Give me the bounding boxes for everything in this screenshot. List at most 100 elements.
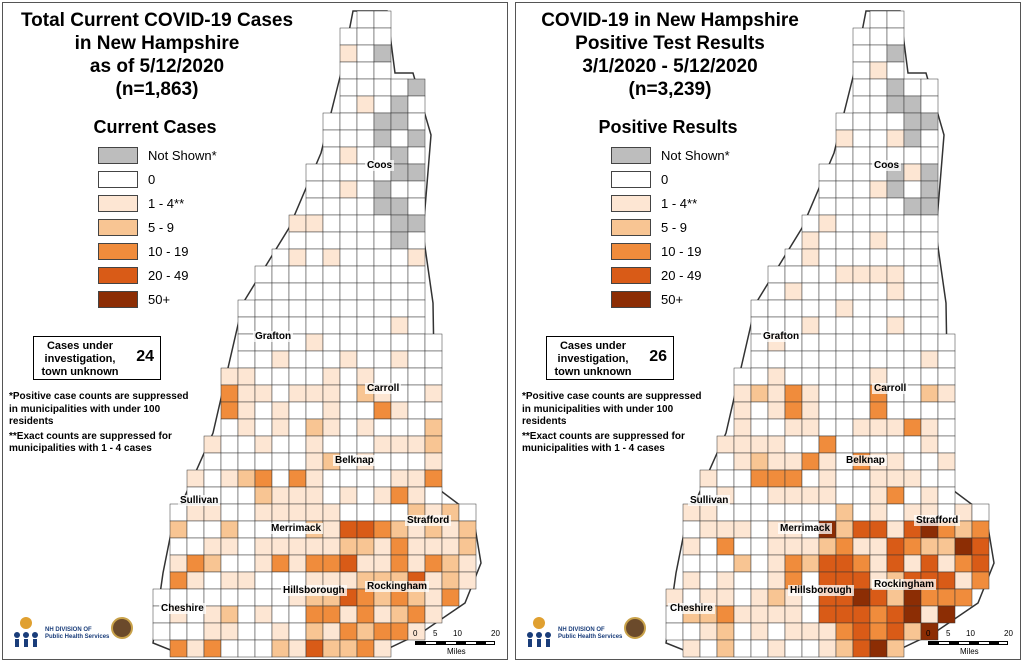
town-cell (886, 588, 905, 607)
town-cell (373, 231, 392, 250)
town-cell (186, 554, 205, 573)
town-cell (869, 95, 888, 114)
county-label: Carroll (365, 383, 402, 394)
town-cell (835, 486, 854, 505)
town-cell (716, 469, 735, 488)
town-cell (322, 231, 341, 250)
logo-line-1: NH DIVISION OF (558, 627, 605, 633)
logo-line-2: Public Health Services (45, 634, 110, 640)
town-cell (254, 401, 273, 420)
town-cell (886, 282, 905, 301)
county-label: Grafton (253, 331, 294, 342)
town-cell (954, 537, 973, 556)
town-cell (886, 10, 905, 29)
town-cell (305, 282, 324, 301)
town-cell (767, 537, 786, 556)
town-cell (288, 282, 307, 301)
town-cell (271, 622, 290, 641)
town-cell (937, 367, 956, 386)
town-cell (767, 469, 786, 488)
town-cell (733, 435, 752, 454)
town-cell (356, 333, 375, 352)
town-cell (339, 350, 358, 369)
town-cell (801, 350, 820, 369)
town-cell (237, 639, 256, 658)
town-cell (886, 418, 905, 437)
legend-item: 50+ (98, 287, 217, 311)
town-cell (305, 299, 324, 318)
town-cell (801, 435, 820, 454)
town-cell (305, 469, 324, 488)
town-cell (356, 639, 375, 658)
town-cell (852, 265, 871, 284)
town-cell (254, 605, 273, 624)
town-cell (801, 622, 820, 641)
town-cell (373, 503, 392, 522)
town-cell (767, 639, 786, 658)
town-cell (339, 333, 358, 352)
town-cell (920, 537, 939, 556)
town-cell (271, 639, 290, 658)
town-cell (852, 299, 871, 318)
town-cell (356, 486, 375, 505)
town-cell (750, 452, 769, 471)
town-cell (835, 367, 854, 386)
town-cell (852, 639, 871, 658)
town-cell (801, 469, 820, 488)
town-cell (801, 486, 820, 505)
town-cell (339, 503, 358, 522)
legend-item: 20 - 49 (98, 263, 217, 287)
town-cell (818, 180, 837, 199)
town-cell (305, 367, 324, 386)
town-cell (903, 350, 922, 369)
county-label: Merrimack (778, 523, 833, 534)
town-cell (339, 248, 358, 267)
town-cell (682, 503, 701, 522)
town-cell (305, 316, 324, 335)
town-cell (424, 333, 443, 352)
town-cell (801, 452, 820, 471)
town-cell (937, 401, 956, 420)
people-logo-icon (14, 617, 38, 647)
county-label: Hillsborough (281, 585, 347, 596)
town-cell (750, 435, 769, 454)
county-label: Cheshire (668, 603, 715, 614)
town-cell (373, 350, 392, 369)
town-cell (356, 27, 375, 46)
town-cell (356, 180, 375, 199)
town-cell (801, 537, 820, 556)
town-cell (441, 571, 460, 590)
town-cell (818, 605, 837, 624)
town-cell (322, 469, 341, 488)
town-cell (886, 197, 905, 216)
town-cell (288, 469, 307, 488)
town-cell (852, 367, 871, 386)
town-cell (271, 503, 290, 522)
town-cell (920, 231, 939, 250)
town-cell (254, 367, 273, 386)
town-cell (356, 418, 375, 437)
town-cell (920, 333, 939, 352)
town-cell (869, 486, 888, 505)
town-cell (852, 486, 871, 505)
town-cell (390, 112, 409, 131)
town-cell (767, 384, 786, 403)
town-cell (424, 418, 443, 437)
town-cell (203, 469, 222, 488)
title-line-1: COVID-19 in New Hampshire (541, 10, 799, 31)
town-cell (920, 214, 939, 233)
town-cell (767, 605, 786, 624)
town-cell (733, 588, 752, 607)
town-cell (784, 452, 803, 471)
town-cell (407, 95, 426, 114)
scale-tick: 10 (453, 629, 462, 638)
town-cell (767, 350, 786, 369)
town-cell (305, 163, 324, 182)
town-cell (733, 469, 752, 488)
county-label: Belknap (844, 455, 887, 466)
town-cell (373, 333, 392, 352)
town-cell (886, 61, 905, 80)
town-cell (784, 605, 803, 624)
town-cell (767, 265, 786, 284)
town-cell (869, 605, 888, 624)
